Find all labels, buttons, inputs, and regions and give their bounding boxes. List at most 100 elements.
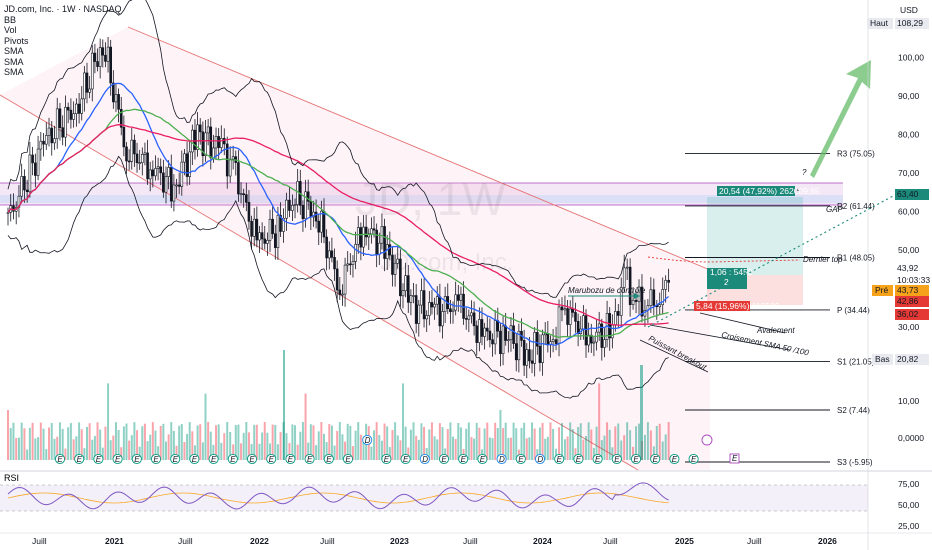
volume-bar <box>590 429 593 460</box>
volume-bar <box>541 422 544 460</box>
price-tag-bg-1 <box>895 189 929 200</box>
volume-tick-0: 10,00 <box>898 396 920 406</box>
volume-bar <box>538 427 541 460</box>
indicator-vol-1[interactable]: Vol <box>4 25 17 35</box>
candle-body <box>36 148 40 176</box>
pivot-label-2: R1 (48.05) <box>837 254 875 263</box>
candle-body <box>247 201 251 222</box>
price-tag-value-5: 42,86 <box>897 296 919 306</box>
volume-bar <box>112 435 115 460</box>
candle-body <box>454 294 457 311</box>
event-marker-E <box>150 453 162 465</box>
volume-bar <box>178 425 181 460</box>
volume-bar <box>294 425 297 460</box>
volume-bar <box>375 422 378 460</box>
event-marker-letter: D <box>365 436 371 445</box>
marubozu-arrowhead <box>634 293 640 299</box>
indicator-sma-5[interactable]: SMA <box>4 67 24 77</box>
volume-bar <box>664 434 667 460</box>
event-marker-letter: E <box>633 455 639 464</box>
x-tick-10: Juill <box>747 536 762 546</box>
volume-bar <box>336 431 339 460</box>
volume-bar <box>430 422 433 460</box>
event-marker-letter: D <box>422 455 428 464</box>
candle-body <box>88 88 91 93</box>
candle-body <box>266 240 269 244</box>
candle-body <box>327 250 331 259</box>
event-marker-E <box>650 453 661 465</box>
candle-body <box>98 47 102 67</box>
candle-body <box>85 72 89 93</box>
indicator-sma-3[interactable]: SMA <box>4 46 24 56</box>
candle-body <box>64 106 67 138</box>
volume-bar <box>232 444 235 460</box>
candle-body <box>242 193 245 196</box>
event-marker-letter: E <box>230 455 236 464</box>
volume-bar <box>579 423 582 460</box>
volume-bar <box>212 444 215 460</box>
candle-body <box>44 135 48 145</box>
candle-body <box>335 268 339 291</box>
price-tag-label-7: Bas <box>875 354 890 364</box>
price-tag-value-2: 43,92 <box>897 263 919 273</box>
candle-body <box>380 226 384 244</box>
volume-bar <box>39 422 42 460</box>
volume-bar <box>436 439 439 460</box>
event-marker-letter: E <box>153 455 159 464</box>
volume-bar <box>606 422 609 460</box>
event-marker-letter: E <box>461 455 467 464</box>
volume-bar <box>130 435 133 460</box>
candle-body <box>667 279 670 283</box>
candle-body <box>69 109 73 120</box>
rsi-label: RSI <box>4 473 19 483</box>
candle-body <box>282 217 285 232</box>
candle-body <box>293 204 297 206</box>
candle-body <box>80 98 84 114</box>
event-marker-E <box>438 453 450 465</box>
y-tick-0: 100,00 <box>898 53 924 63</box>
event-marker-letter: E <box>672 455 678 464</box>
volume-bar <box>433 436 436 460</box>
volume-bar <box>288 443 291 460</box>
candle-body <box>42 140 45 145</box>
volume-bar <box>269 443 272 460</box>
candle-body <box>372 228 376 231</box>
price-tag-value-4: 43,73 <box>897 285 919 295</box>
price-tag-value-3: 10:03:33 <box>897 275 930 285</box>
candle-body <box>212 147 215 159</box>
candle-body <box>543 333 547 336</box>
volume-bar <box>58 422 61 460</box>
volume-bar <box>226 422 229 460</box>
event-marker-E <box>573 453 584 465</box>
volume-bar <box>141 426 144 460</box>
volume-bar <box>438 423 441 460</box>
volume-bar <box>20 422 23 460</box>
event-marker-E <box>688 453 699 465</box>
volume-bar <box>31 422 34 460</box>
indicator-sma-4[interactable]: SMA <box>4 56 24 67</box>
volume-bar <box>341 434 344 460</box>
indicator-bb-0[interactable]: BB <box>4 14 17 25</box>
event-marker-letter: E <box>614 455 620 464</box>
volume-bar <box>404 426 407 460</box>
candle-body <box>488 330 492 341</box>
volume-bar <box>608 429 611 460</box>
candle-body <box>20 176 23 197</box>
volume-bar <box>240 443 243 460</box>
candle-body <box>483 327 486 337</box>
volume-bar <box>536 449 539 460</box>
event-marker-letter: E <box>96 455 102 464</box>
candle-body <box>433 303 436 308</box>
volume-bar <box>457 422 460 460</box>
volume-bar <box>188 422 191 460</box>
rsi-tick-0: 75,00 <box>898 479 920 489</box>
volume-bar <box>78 422 81 460</box>
candle-body <box>245 194 248 203</box>
volume-bar <box>80 429 83 460</box>
volume-bar <box>209 431 212 460</box>
candle-body <box>239 193 243 196</box>
volume-bar <box>149 434 152 460</box>
rsi-ma-line <box>7 492 669 504</box>
indicator-pivots-2[interactable]: Pivots <box>4 35 29 46</box>
